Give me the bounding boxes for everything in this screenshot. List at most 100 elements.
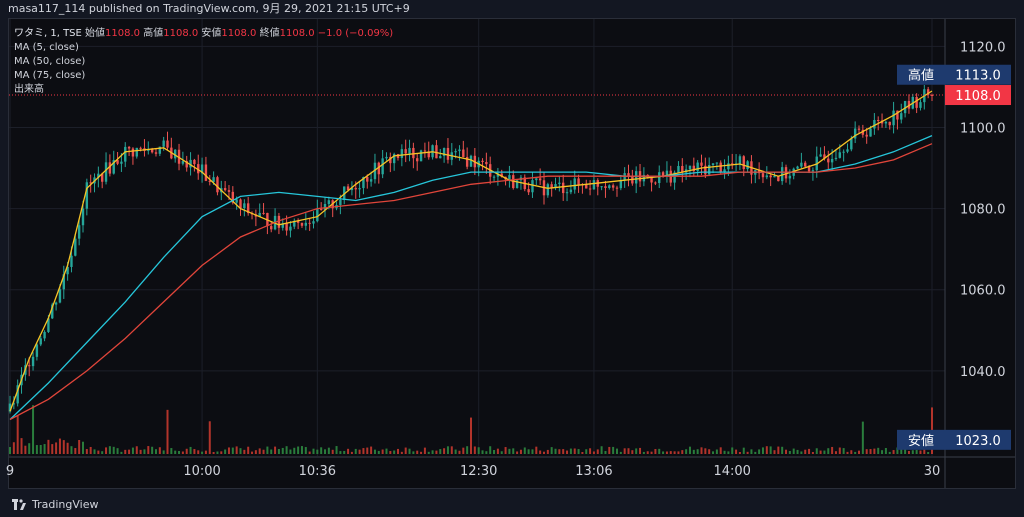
candle-body <box>777 176 780 182</box>
volume-bar <box>208 421 211 454</box>
volume-bar <box>470 417 472 454</box>
volume-bar <box>508 448 511 454</box>
open-value: 1108.0 <box>105 28 141 39</box>
volume-bar <box>550 447 553 454</box>
candle-body <box>892 110 895 126</box>
candle-body <box>830 158 834 163</box>
volume-bar <box>635 448 638 454</box>
candle-body <box>62 274 65 290</box>
volume-bar <box>285 446 288 454</box>
publisher-line: masa117_114 published on TradingView.com… <box>0 0 1024 18</box>
candle-body <box>500 173 503 177</box>
low-tag-label: 安値 <box>908 433 934 449</box>
volume-bar <box>201 451 204 454</box>
candle-body <box>416 158 419 162</box>
volume-bar <box>224 449 227 454</box>
volume-bar <box>55 442 58 454</box>
volume-bar <box>128 449 131 454</box>
candle-body <box>577 178 580 185</box>
volume-bar <box>715 449 718 454</box>
volume-bar <box>850 450 853 454</box>
volume-bar <box>558 449 561 454</box>
y-tick-label: 1060.0 <box>960 284 1006 299</box>
volume-bar <box>193 449 196 454</box>
candle-body <box>873 120 876 129</box>
legend-ma5[interactable]: MA (5, close) <box>14 42 79 53</box>
volume-bar <box>673 451 676 454</box>
candle-body <box>508 175 511 180</box>
volume-bar <box>869 449 872 454</box>
volume-bar <box>370 446 373 454</box>
volume-bar <box>546 449 549 454</box>
volume-bar <box>327 447 330 454</box>
footer-bar <box>0 489 1024 517</box>
candle-body <box>496 173 500 177</box>
volume-bar <box>300 446 303 454</box>
volume-bar <box>358 449 361 454</box>
candle-body <box>293 220 296 227</box>
candle-body <box>316 208 319 222</box>
candle-body <box>166 140 169 148</box>
last-price-tag-value-bg <box>945 85 1011 106</box>
candle-body <box>742 156 745 170</box>
candle-body <box>204 164 208 181</box>
candle-body <box>51 304 54 319</box>
candle-body <box>804 162 807 167</box>
candle-body <box>738 156 742 164</box>
candle-body <box>681 165 684 173</box>
volume-bar <box>738 451 741 454</box>
volume-bar <box>904 446 907 454</box>
volume-bar <box>600 446 603 454</box>
candle-body <box>197 164 200 174</box>
candle-body <box>235 199 238 203</box>
volume-bar <box>873 448 876 454</box>
volume-bar <box>431 450 434 454</box>
candle-body <box>304 222 308 226</box>
candle-body <box>12 403 16 405</box>
open-label: 始値 <box>85 28 106 39</box>
candle-body <box>208 180 211 182</box>
brand[interactable]: TradingView <box>12 498 98 511</box>
volume-bar <box>642 451 645 454</box>
volume-bar <box>884 448 887 454</box>
candle-body <box>296 220 300 223</box>
volume-bar <box>174 450 177 454</box>
candle-body <box>66 266 69 275</box>
candle-body <box>162 140 165 147</box>
candle-body <box>74 238 77 256</box>
volume-bar <box>566 450 569 454</box>
legend-ma75[interactable]: MA (75, close) <box>14 70 86 81</box>
volume-bar <box>723 450 726 454</box>
volume-bar <box>804 449 807 454</box>
candle-body <box>300 222 304 226</box>
candle-body <box>784 167 788 179</box>
candle-body <box>608 185 611 189</box>
volume-bar <box>227 447 230 454</box>
volume-bar <box>381 449 384 454</box>
candle-body <box>857 128 861 130</box>
volume-bar <box>907 450 910 454</box>
volume-bar <box>462 447 465 454</box>
candle-body <box>104 162 108 182</box>
candle-body <box>77 225 81 239</box>
plot-background <box>9 19 1015 488</box>
volume-bar <box>539 450 542 454</box>
volume-bar <box>216 451 219 454</box>
candle-body <box>865 134 868 137</box>
volume-bar <box>62 440 65 454</box>
volume-bar <box>35 445 38 454</box>
candle-body <box>327 200 331 204</box>
legend-ma50[interactable]: MA (50, close) <box>14 56 86 67</box>
candle-body <box>877 120 880 122</box>
candle-body <box>723 169 726 173</box>
candle-body <box>369 179 373 182</box>
volume-bar <box>89 446 92 454</box>
x-tick-label: 12:30 <box>460 464 497 479</box>
legend-volume[interactable]: 出来高 <box>14 84 44 95</box>
candle-body <box>319 208 323 211</box>
volume-bar <box>523 447 526 454</box>
candle-body <box>97 173 100 178</box>
volume-bar <box>343 450 346 454</box>
candle-body <box>54 302 58 305</box>
